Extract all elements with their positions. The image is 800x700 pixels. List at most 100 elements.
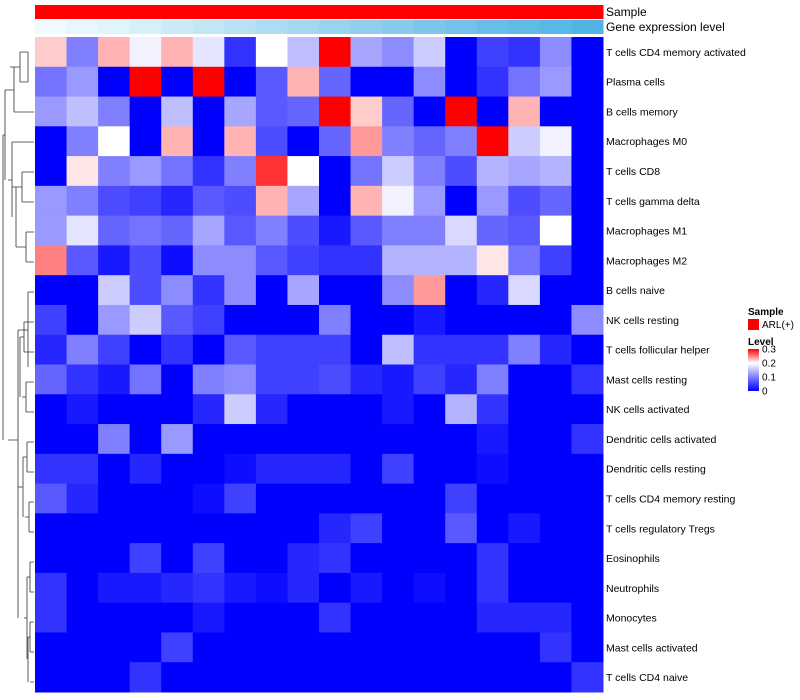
heatmap-cell bbox=[508, 662, 541, 693]
heatmap-cell bbox=[539, 483, 572, 514]
heatmap-cell bbox=[255, 126, 288, 157]
heatmap-cell bbox=[224, 662, 257, 693]
heatmap-cell bbox=[35, 96, 68, 127]
sample-annotation-cell bbox=[98, 5, 131, 19]
heatmap-cell bbox=[192, 483, 225, 514]
heatmap-cell bbox=[98, 215, 131, 246]
heatmap-cell bbox=[192, 245, 225, 276]
heatmap-cell bbox=[445, 662, 478, 693]
row-label: Dendritic cells resting bbox=[606, 464, 706, 476]
heatmap-cell bbox=[476, 572, 509, 604]
heatmap-cell bbox=[161, 424, 194, 455]
heatmap-cell bbox=[319, 304, 352, 336]
heatmap-cell bbox=[571, 275, 604, 306]
heatmap-cell bbox=[255, 543, 288, 574]
heatmap-cell bbox=[35, 483, 68, 514]
heatmap-cell bbox=[287, 394, 320, 425]
heatmap-cell bbox=[350, 453, 383, 485]
heatmap-cell bbox=[287, 364, 320, 395]
heatmap-cell bbox=[476, 126, 509, 157]
heatmap-cell bbox=[66, 66, 99, 98]
heatmap-cell bbox=[192, 543, 225, 574]
heatmap-cell bbox=[287, 37, 320, 68]
heatmap-cell bbox=[445, 304, 478, 336]
heatmap-cell bbox=[571, 37, 604, 68]
heatmap-cell bbox=[35, 334, 68, 365]
heatmap-cell bbox=[35, 304, 68, 336]
heatmap-cell bbox=[66, 185, 99, 217]
heatmap-cell bbox=[350, 632, 383, 663]
legend-level-tick-label: 0.2 bbox=[762, 359, 776, 370]
heatmap-cell bbox=[382, 602, 415, 633]
heatmap-cell bbox=[476, 424, 509, 455]
heatmap-cell bbox=[255, 662, 288, 693]
heatmap-cell bbox=[224, 453, 257, 485]
heatmap-cell bbox=[476, 364, 509, 395]
gene-expression-annotation-bar bbox=[35, 20, 604, 34]
heatmap-cell bbox=[98, 453, 131, 485]
heatmap-cell bbox=[445, 364, 478, 395]
heatmap-cell bbox=[255, 453, 288, 485]
heatmap-cell bbox=[255, 66, 288, 98]
row-label: Mast cells activated bbox=[606, 642, 698, 654]
row-labels: T cells CD4 memory activated Plasma cells… bbox=[606, 47, 746, 684]
heatmap-cell bbox=[66, 96, 99, 127]
heatmap-cell bbox=[319, 632, 352, 663]
heatmap-cell bbox=[539, 453, 572, 485]
gene-expression-annotation-cell bbox=[539, 20, 572, 34]
heatmap-cell bbox=[571, 364, 604, 395]
heatmap-cell bbox=[255, 632, 288, 663]
heatmap-cell bbox=[224, 126, 257, 157]
heatmap-cell bbox=[98, 334, 131, 365]
heatmap-cell bbox=[382, 304, 415, 336]
heatmap-cell bbox=[287, 304, 320, 336]
heatmap-cell bbox=[224, 424, 257, 455]
heatmap-cell bbox=[350, 364, 383, 395]
heatmap-cell bbox=[129, 275, 162, 306]
heatmap-cell bbox=[571, 483, 604, 514]
sample-annotation-cell bbox=[224, 5, 257, 19]
gene-expression-annotation-cell bbox=[255, 20, 288, 34]
heatmap-cell bbox=[382, 543, 415, 574]
heatmap-cell bbox=[287, 572, 320, 604]
heatmap-cell bbox=[539, 126, 572, 157]
heatmap-cell bbox=[35, 156, 68, 187]
heatmap-cell bbox=[508, 185, 541, 217]
sample-annotation-cell bbox=[382, 5, 415, 19]
legend-level-tick-label: 0.3 bbox=[762, 345, 776, 356]
heatmap-cell bbox=[539, 632, 572, 663]
row-label: Neutrophils bbox=[606, 583, 659, 595]
heatmap-cell bbox=[382, 364, 415, 395]
sample-annotation-cell bbox=[413, 5, 446, 19]
heatmap-cell bbox=[161, 37, 194, 68]
heatmap-cell bbox=[413, 394, 446, 425]
heatmap-cell bbox=[413, 126, 446, 157]
heatmap-cell bbox=[161, 334, 194, 365]
heatmap-cell bbox=[192, 602, 225, 633]
heatmap-cell bbox=[192, 126, 225, 157]
row-label: B cells naive bbox=[606, 285, 665, 297]
heatmap-cell bbox=[476, 304, 509, 336]
heatmap-cell bbox=[66, 632, 99, 663]
heatmap-cell bbox=[571, 662, 604, 693]
heatmap-cell bbox=[192, 632, 225, 663]
heatmap-cell bbox=[476, 543, 509, 574]
heatmap-cell bbox=[129, 543, 162, 574]
heatmap-cell bbox=[161, 394, 194, 425]
heatmap-cell bbox=[571, 66, 604, 98]
heatmap-cell bbox=[508, 632, 541, 663]
heatmap-cell bbox=[35, 185, 68, 217]
heatmap-cell bbox=[224, 334, 257, 365]
gene-expression-annotation-cell bbox=[129, 20, 162, 34]
gene-expression-annotation-cell bbox=[571, 20, 604, 34]
heatmap-cell bbox=[445, 96, 478, 127]
heatmap-cell bbox=[255, 572, 288, 604]
heatmap-cell bbox=[382, 156, 415, 187]
heatmap-cell bbox=[413, 304, 446, 336]
heatmap-cell bbox=[319, 602, 352, 633]
heatmap-cell bbox=[476, 185, 509, 217]
heatmap-cell bbox=[508, 66, 541, 98]
legend-level-tick-label: 0 bbox=[762, 387, 768, 398]
heatmap-cell bbox=[445, 543, 478, 574]
heatmap-cell bbox=[319, 543, 352, 574]
